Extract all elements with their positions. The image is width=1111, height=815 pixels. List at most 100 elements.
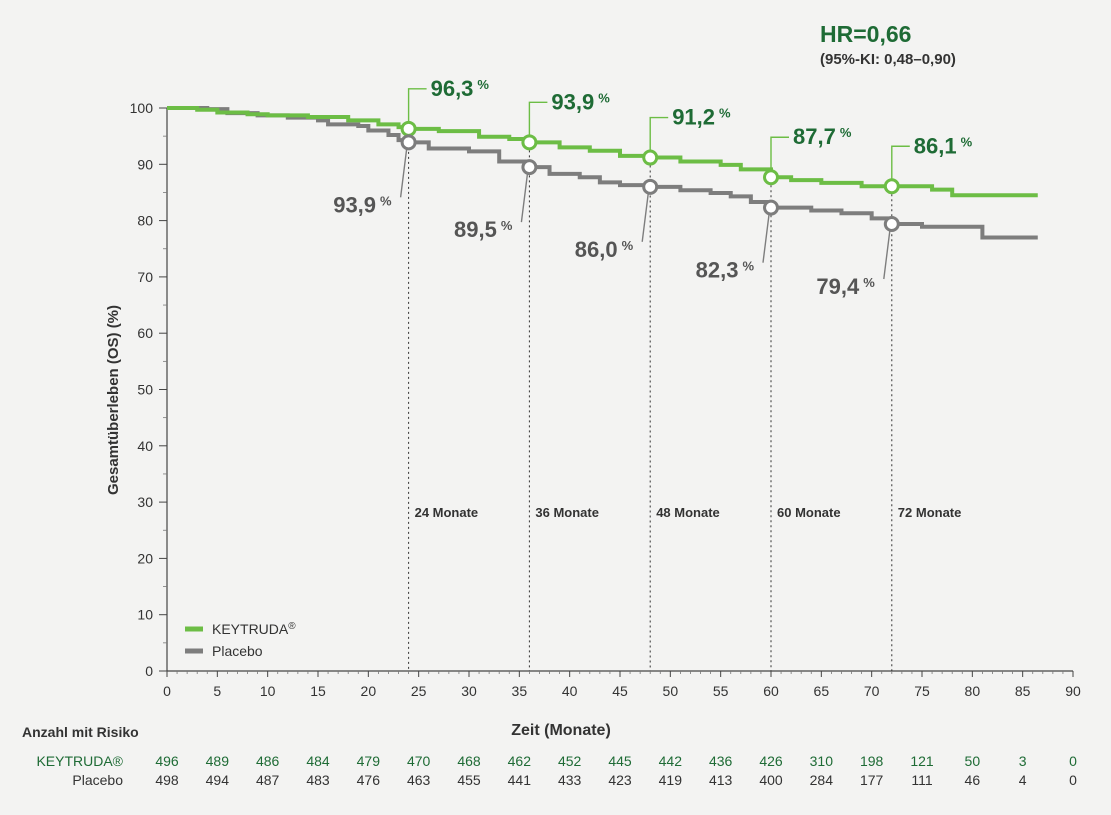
milestone-label: 36 Monate — [535, 505, 599, 520]
y-tick-label: 50 — [137, 382, 153, 398]
x-tick-label: 30 — [461, 683, 477, 699]
placebo-risk-value: 463 — [407, 772, 431, 788]
axes: 0 5 10 15 20 25 30 35 40 45 50 55 60 65 70 75 80 85 90 0 10 2… — [130, 100, 1081, 699]
placebo-risk-value: 487 — [256, 772, 280, 788]
x-tick-label: 35 — [512, 683, 528, 699]
percent-unit: % — [742, 259, 754, 274]
keytruda-marker — [642, 149, 659, 166]
value-number: 96,3 — [431, 76, 474, 101]
y-tick-label: 80 — [137, 213, 153, 229]
milestone-label: 60 Monate — [777, 505, 841, 520]
ci-label: (95%-KI: 0,48–0,90) — [820, 51, 956, 68]
y-tick-label: 70 — [137, 269, 153, 285]
value-number: 89,5 — [454, 217, 497, 242]
keytruda-risk-value: 445 — [608, 753, 632, 769]
keytruda-risk-value: 489 — [206, 753, 230, 769]
percent-unit: % — [719, 106, 731, 121]
x-tick-label: 60 — [763, 683, 779, 699]
risk-table-title: Anzahl mit Risiko — [22, 724, 139, 740]
keytruda-risk-value: 310 — [810, 753, 834, 769]
keytruda-risk-value: 3 — [1019, 753, 1027, 769]
keytruda-risk-value: 442 — [659, 753, 683, 769]
x-tick-label: 70 — [864, 683, 880, 699]
x-tick-label: 50 — [663, 683, 679, 699]
y-tick-label: 100 — [130, 100, 154, 116]
placebo-risk-value: 413 — [709, 772, 733, 788]
keytruda-risk-value: 198 — [860, 753, 884, 769]
keytruda-pointer — [770, 136, 789, 171]
placebo-risk-value: 455 — [457, 772, 481, 788]
placebo-risk-value: 441 — [508, 772, 532, 788]
percent-unit: % — [961, 134, 973, 149]
placebo-risk-value: 419 — [659, 772, 683, 788]
x-axis-label: Zeit (Monate) — [511, 722, 611, 739]
placebo-value-label: 86,0% — [575, 237, 634, 262]
placebo-risk-value: 284 — [810, 772, 834, 788]
keytruda-risk-value: 436 — [709, 753, 733, 769]
placebo-risk-value: 46 — [965, 772, 981, 788]
keytruda-risk-value: 462 — [508, 753, 532, 769]
x-tick-label: 25 — [411, 683, 427, 699]
percent-unit: % — [477, 77, 489, 92]
keytruda-curve — [167, 106, 1038, 198]
markers — [400, 120, 900, 232]
legend: KEYTRUDA® Placebo — [185, 621, 296, 659]
placebo-legend-label: Placebo — [212, 643, 263, 659]
keytruda-risk-value: 484 — [306, 753, 330, 769]
keytruda-value-label: 91,2% — [672, 105, 731, 130]
placebo-risk-value: 400 — [759, 772, 783, 788]
placebo-risk-value: 433 — [558, 772, 582, 788]
y-tick-label: 0 — [145, 663, 153, 679]
placebo-pointer — [883, 230, 891, 280]
placebo-marker — [883, 215, 900, 232]
placebo-value-label: 79,4% — [816, 274, 875, 299]
keytruda-marker — [883, 178, 900, 195]
x-tick-label: 40 — [562, 683, 578, 699]
placebo-pointer — [399, 149, 408, 198]
value-number: 93,9 — [333, 192, 376, 217]
marker-pointers — [399, 88, 910, 280]
placebo-value-label: 93,9% — [333, 192, 392, 217]
keytruda-risk-value: 470 — [407, 753, 431, 769]
keytruda-risk-value: 468 — [457, 753, 481, 769]
placebo-marker — [642, 178, 659, 195]
x-tick-label: 20 — [361, 683, 377, 699]
placebo-risk-value: 483 — [306, 772, 330, 788]
keytruda-risk-value: 486 — [256, 753, 280, 769]
keytruda-marker — [400, 120, 417, 137]
value-number: 79,4 — [816, 274, 860, 299]
placebo-risk-value: 0 — [1069, 772, 1077, 788]
placebo-value-label: 82,3% — [696, 258, 755, 283]
keytruda-risk-value: 496 — [155, 753, 179, 769]
x-tick-label: 5 — [213, 683, 221, 699]
x-tick-label: 0 — [163, 683, 171, 699]
milestone-label: 24 Monate — [415, 505, 479, 520]
keytruda-value-label: 96,3% — [431, 76, 490, 101]
placebo-risk-value: 498 — [155, 772, 179, 788]
y-tick-label: 10 — [137, 607, 153, 623]
percent-unit: % — [622, 238, 634, 253]
milestone-label: 48 Monate — [656, 505, 720, 520]
x-tick-label: 45 — [612, 683, 628, 699]
x-tick-label: 15 — [310, 683, 326, 699]
keytruda-risk-value: 479 — [357, 753, 381, 769]
percent-unit: % — [840, 125, 852, 140]
value-number: 87,7 — [793, 124, 836, 149]
percent-unit: % — [380, 193, 392, 208]
keytruda-value-label: 87,7% — [793, 124, 852, 149]
keytruda-risk-value: 121 — [910, 753, 934, 769]
placebo-pointer — [762, 214, 770, 263]
hr-label: HR=0,66 — [820, 21, 911, 47]
y-tick-label: 60 — [137, 325, 153, 341]
placebo-risk-value: 476 — [357, 772, 381, 788]
keytruda-value-label: 86,1% — [914, 133, 973, 158]
x-tick-label: 65 — [814, 683, 830, 699]
x-tick-label: 90 — [1065, 683, 1081, 699]
placebo-risk-value: 111 — [911, 772, 932, 788]
legend-label-text: Placebo — [212, 643, 263, 659]
value-number: 86,1 — [914, 133, 957, 158]
value-number: 86,0 — [575, 237, 618, 262]
percent-unit: % — [598, 90, 610, 105]
keytruda-risk-value: 50 — [965, 753, 981, 769]
